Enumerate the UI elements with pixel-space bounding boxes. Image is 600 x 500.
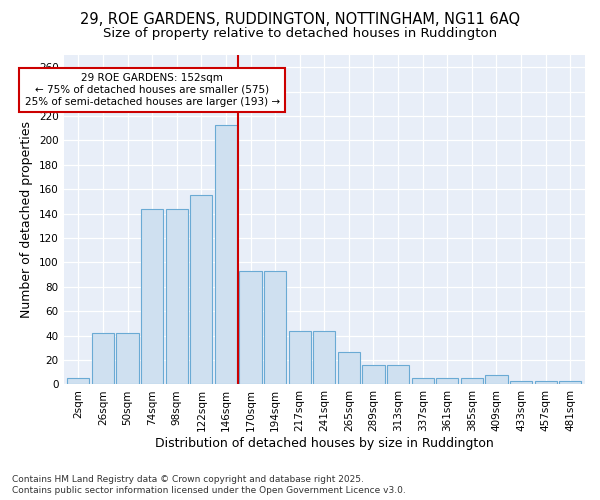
Bar: [67, 378, 89, 384]
Bar: [92, 333, 114, 384]
Bar: [141, 208, 163, 384]
Bar: [289, 331, 311, 384]
Bar: [362, 365, 385, 384]
Text: 29, ROE GARDENS, RUDDINGTON, NOTTINGHAM, NG11 6AQ: 29, ROE GARDENS, RUDDINGTON, NOTTINGHAM,…: [80, 12, 520, 28]
Text: 29 ROE GARDENS: 152sqm
← 75% of detached houses are smaller (575)
25% of semi-de: 29 ROE GARDENS: 152sqm ← 75% of detached…: [25, 74, 280, 106]
X-axis label: Distribution of detached houses by size in Ruddington: Distribution of detached houses by size …: [155, 437, 494, 450]
Text: Contains public sector information licensed under the Open Government Licence v3: Contains public sector information licen…: [12, 486, 406, 495]
Bar: [338, 352, 360, 384]
Bar: [461, 378, 483, 384]
Bar: [535, 381, 557, 384]
Bar: [387, 365, 409, 384]
Bar: [313, 331, 335, 384]
Bar: [190, 196, 212, 384]
Bar: [485, 374, 508, 384]
Bar: [559, 381, 581, 384]
Y-axis label: Number of detached properties: Number of detached properties: [20, 121, 34, 318]
Text: Size of property relative to detached houses in Ruddington: Size of property relative to detached ho…: [103, 28, 497, 40]
Text: Contains HM Land Registry data © Crown copyright and database right 2025.: Contains HM Land Registry data © Crown c…: [12, 475, 364, 484]
Bar: [436, 378, 458, 384]
Bar: [166, 208, 188, 384]
Bar: [239, 271, 262, 384]
Bar: [510, 381, 532, 384]
Bar: [116, 333, 139, 384]
Bar: [264, 271, 286, 384]
Bar: [215, 124, 237, 384]
Bar: [412, 378, 434, 384]
